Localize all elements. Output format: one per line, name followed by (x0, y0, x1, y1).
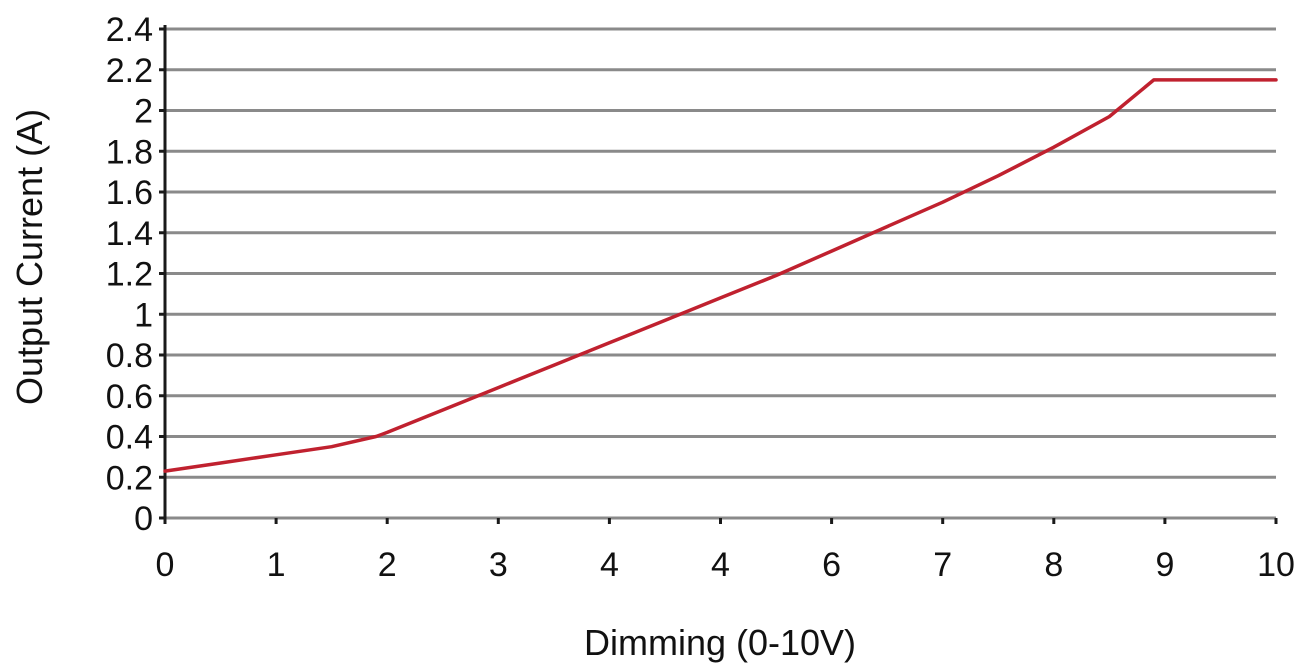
y-tick-label: 0.6 (106, 378, 153, 416)
axes (159, 25, 1278, 524)
tick-labels: 00.20.40.60.811.21.41.61.822.22.40 1 2 3 4 4 6… (106, 11, 1295, 584)
y-tick-label: 1 (134, 296, 153, 334)
x-tick-label: 9 (1155, 546, 1174, 584)
y-axis-title: Output Current (A) (9, 109, 50, 405)
x-axis-title: Dimming (0-10V) (584, 622, 856, 663)
x-tick-label: 6 (822, 546, 841, 584)
y-tick-label: 0.4 (106, 419, 153, 457)
x-tick-label: 7 (933, 546, 952, 584)
y-tick-label: 2.4 (106, 11, 153, 49)
gridlines (165, 27, 1276, 520)
y-tick-label: 0.8 (106, 337, 153, 375)
x-tick-label: 1 (267, 546, 286, 584)
x-tick-label: 0 (156, 546, 175, 584)
x-tick-label: 10 (1257, 546, 1295, 584)
y-tick-label: 1.8 (106, 133, 153, 171)
y-tick-label: 2 (134, 93, 153, 131)
series-group (163, 78, 1278, 473)
y-tick-label: 2.2 (106, 52, 153, 90)
y-tick-label: 0 (134, 500, 153, 538)
x-tick-label: 3 (489, 546, 508, 584)
x-tick-label: 8 (1044, 546, 1063, 584)
x-tick-label: 4 (600, 546, 619, 584)
y-tick-label: 1.4 (106, 215, 153, 253)
x-tick-label: 4 (711, 546, 730, 584)
y-tick-label: 1.6 (106, 174, 153, 212)
y-tick-label: 1.2 (106, 256, 153, 294)
x-tick-label: 2 (378, 546, 397, 584)
series-line (163, 78, 1278, 473)
y-tick-label: 0.2 (106, 459, 153, 497)
